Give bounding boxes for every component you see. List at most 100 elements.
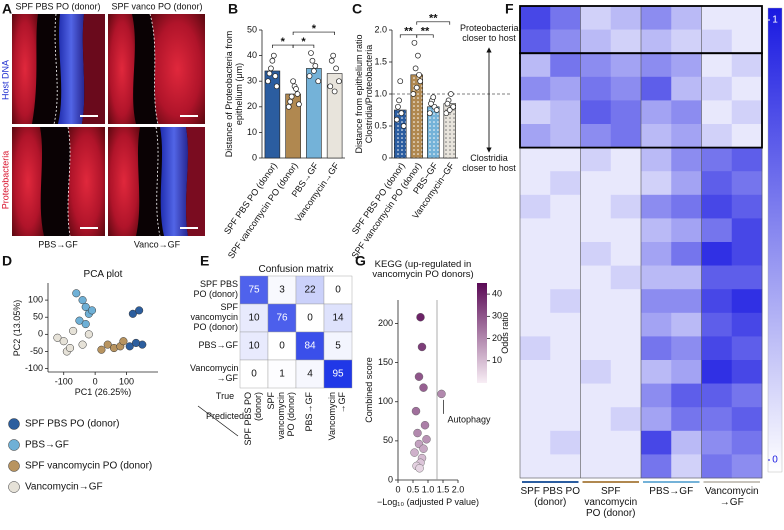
y-tick-label: 1.0	[374, 88, 387, 98]
data-point	[328, 57, 335, 64]
annotation: Autophagy	[448, 414, 492, 424]
heatmap-cell	[610, 171, 642, 196]
heatmap-cell	[580, 430, 612, 455]
data-point	[430, 94, 437, 101]
x-tick-label: 1.0	[422, 484, 435, 494]
data-point	[400, 123, 407, 129]
heatmap-cell	[701, 360, 733, 384]
heatmap-cell	[731, 312, 763, 337]
y-tick-label: 0	[388, 474, 393, 484]
heatmap-cell	[520, 76, 551, 101]
group-label: SPF PBS PO (donor)	[520, 486, 580, 508]
cell-value: 0	[279, 341, 285, 352]
group-label: Vancomycin →GF	[704, 486, 759, 508]
y-axis-label: PC2 (13.05%)	[12, 299, 23, 356]
heatmap-cell	[731, 53, 763, 78]
data-point	[417, 342, 427, 352]
heatmap-cell	[701, 336, 733, 361]
heatmap-cell	[580, 383, 612, 408]
data-point	[413, 428, 422, 438]
cell-value: 5	[335, 341, 341, 352]
heatmap-cell	[701, 100, 733, 125]
data-point	[416, 71, 422, 78]
x-tick-label: 0	[395, 484, 400, 494]
image-title: SPF PBS PO (donor)	[15, 1, 100, 11]
cell-value: 0	[335, 285, 341, 296]
y-tick-label: 10	[247, 127, 257, 137]
cell-value: 14	[332, 313, 344, 324]
bar	[264, 70, 281, 159]
data-point	[119, 337, 128, 346]
row-label: SPF vancomycin PO (donor)	[190, 302, 238, 332]
colorbar-tick-label: 40	[492, 288, 502, 298]
heatmap-cell	[550, 6, 581, 30]
y-tick-label: 0	[252, 152, 257, 162]
data-point	[397, 78, 404, 85]
heatmap-cell	[610, 147, 642, 172]
matrix-cell	[267, 331, 297, 361]
annotation: Clostridia closer to host	[462, 153, 516, 173]
heatmap-cell	[641, 242, 672, 266]
image-label: Vanco→GF	[134, 239, 181, 249]
heatmap-cell	[550, 171, 581, 196]
micrograph	[108, 126, 205, 237]
data-point	[415, 464, 424, 473]
group-label: PBS→GF	[649, 486, 694, 497]
heatmap-cell	[671, 383, 702, 408]
heatmap-cell	[701, 312, 733, 337]
bar	[394, 109, 407, 159]
data-point	[308, 50, 314, 56]
y-tick-label: -50	[30, 346, 43, 356]
heatmap-cell	[701, 407, 733, 432]
y-axis-label: Combined score	[364, 357, 375, 423]
y-tick-label: 50	[33, 312, 43, 322]
axis-title: True	[215, 391, 235, 401]
heatmap-cell	[671, 218, 702, 243]
y-tick-label: 20	[247, 101, 257, 111]
data-point	[309, 57, 316, 64]
heatmap-cell	[671, 29, 702, 54]
heatmap-cell	[550, 194, 581, 219]
data-point	[395, 103, 401, 110]
heatmap-cell	[580, 6, 612, 30]
heatmap-cell	[550, 430, 581, 455]
heatmap-cell	[520, 6, 551, 30]
heatmap-cell	[610, 289, 642, 314]
data-point	[411, 406, 421, 416]
heatmap-cell	[550, 218, 581, 243]
data-point	[285, 103, 292, 110]
x-tick-label: 2.0	[452, 484, 465, 494]
heatmap-cell	[671, 100, 702, 125]
heatmap-cell	[671, 336, 702, 361]
data-point	[419, 383, 428, 392]
heatmap-cell	[550, 124, 581, 148]
heatmap-cell	[701, 147, 733, 172]
data-point	[268, 65, 274, 72]
heatmap-cell	[520, 29, 551, 54]
cell-value: 10	[248, 341, 260, 352]
significance-label: **	[429, 13, 438, 25]
heatmap-cell	[580, 124, 612, 148]
heatmap-cell	[610, 265, 642, 290]
heatmap-cell	[520, 407, 551, 432]
heatmap-cell	[610, 29, 642, 54]
micrograph	[12, 126, 105, 237]
heatmap-cell	[610, 312, 642, 337]
colorbar-tick-label: 10	[492, 355, 502, 365]
heatmap-cell	[520, 53, 551, 78]
significance-label: *	[301, 36, 306, 48]
heatmap-cell	[610, 194, 642, 219]
chart-title: PCA plot	[83, 269, 123, 280]
column-label: Vancomycin →GF	[327, 392, 347, 441]
cell-value: 10	[248, 313, 260, 324]
heatmap-cell	[731, 383, 763, 408]
heatmap-cell	[610, 407, 642, 432]
heatmap-cell	[701, 29, 733, 54]
y-tick-label: 1.5	[374, 56, 387, 66]
heatmap-cell	[641, 6, 672, 30]
x-axis-label: −Log₁₀ (adjusted P value)	[377, 497, 479, 507]
heatmap-cell	[580, 218, 612, 243]
divider	[197, 405, 239, 437]
colorbar-tick-label: 0	[772, 455, 778, 466]
